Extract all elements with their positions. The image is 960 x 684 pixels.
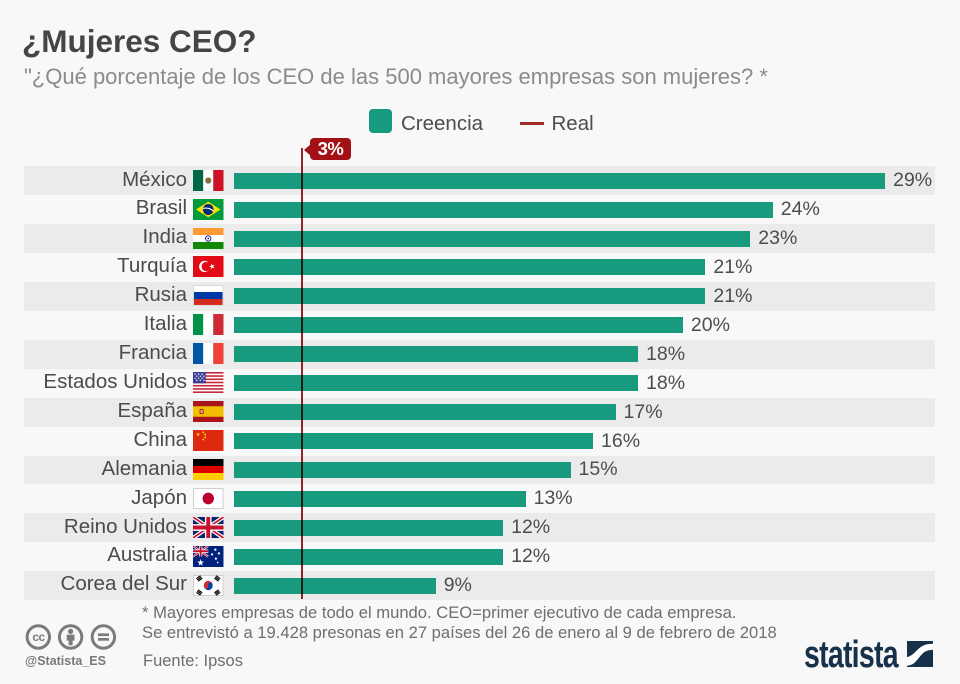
- svg-text:cc: cc: [32, 630, 45, 644]
